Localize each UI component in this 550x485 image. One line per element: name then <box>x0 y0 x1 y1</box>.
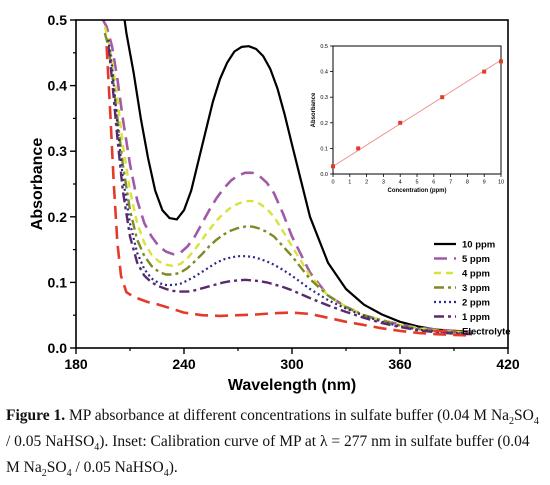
inset-x-tick-label: 2 <box>365 180 368 186</box>
caption-label: Figure 1. <box>6 407 66 424</box>
caption-text: MP absorbance at different concentration… <box>6 407 539 480</box>
inset-data-point-6 <box>499 59 503 64</box>
inset-calibration-plot: 0 1 2 3 4 5 6 7 8 9 10 0.0 0.1 0.2 0.3 0.4 0.5 Concentrat… <box>311 44 504 194</box>
legend-label-6: 1 ppm <box>462 312 490 323</box>
inset-y-axis-label: Absorbance <box>311 92 317 127</box>
y-tick-label: 0.1 <box>48 274 68 290</box>
x-tick-label: 360 <box>388 356 412 372</box>
inset-data-point-1 <box>331 164 335 169</box>
inset-y-tick-label: 0.3 <box>320 95 328 101</box>
inset-x-tick-label: 3 <box>382 180 385 186</box>
figure-caption: Figure 1. MP absorbance at different con… <box>6 406 546 484</box>
uv-vis-absorbance-figure: 180 240 300 360 4200.00.10.20.30.40.5Wavelen… <box>29 12 520 394</box>
y-tick-label: 0.5 <box>48 12 68 28</box>
inset-y-tick-label: 0.5 <box>320 44 328 50</box>
series-line-6 <box>107 46 473 336</box>
inset-x-tick-label: 9 <box>483 180 486 186</box>
legend-label-2: 5 ppm <box>462 254 490 265</box>
inset-fit-line <box>332 59 502 167</box>
legend-label-1: 10 ppm <box>462 240 495 251</box>
inset-x-tick-label: 5 <box>415 180 418 186</box>
inset-x-axis-label: Concentration (ppm) <box>388 188 447 194</box>
inset-data-point-3 <box>398 120 403 125</box>
series-line-5 <box>107 39 473 335</box>
x-tick-label: 240 <box>172 356 196 372</box>
y-tick-label: 0.3 <box>48 143 68 159</box>
main-plot: 180 240 300 360 4200.00.10.20.30.40.5Wavelen… <box>29 12 520 394</box>
inset-x-tick-label: 0 <box>331 180 334 186</box>
legend-label-5: 2 ppm <box>462 298 490 309</box>
inset-y-tick-label: 0.1 <box>320 146 328 152</box>
inset-x-tick-label: 8 <box>466 180 469 186</box>
inset-frame <box>332 45 502 175</box>
legend-label-7: Electrolyte <box>462 327 511 338</box>
x-tick-label: 180 <box>64 356 88 372</box>
series-line-1 <box>123 20 473 333</box>
y-tick-label: 0.0 <box>48 340 68 356</box>
y-axis-label: Absorbance <box>29 138 46 231</box>
series-line-3 <box>103 26 473 334</box>
inset-x-tick-label: 1 <box>348 180 351 186</box>
inset-data-point-4 <box>440 95 445 100</box>
legend-label-3: 4 ppm <box>462 269 490 280</box>
series-group <box>101 20 473 337</box>
y-tick-label: 0.2 <box>48 209 68 225</box>
inset-y-tick-label: 0.4 <box>320 70 328 76</box>
inset-x-tick-label: 7 <box>449 180 452 186</box>
inset-y-tick-label: 0.2 <box>320 121 328 127</box>
inset-data-point-5 <box>482 69 487 74</box>
x-axis-label: Wavelength (nm) <box>228 377 356 394</box>
series-line-2 <box>101 20 473 333</box>
inset-data-point-2 <box>356 146 361 151</box>
inset-x-tick-label: 4 <box>399 180 402 186</box>
x-tick-label: 420 <box>496 356 520 372</box>
inset-x-tick-label: 6 <box>432 180 435 186</box>
x-tick-label: 300 <box>280 356 304 372</box>
legend-label-4: 3 ppm <box>462 283 490 294</box>
inset-x-tick-label: 10 <box>498 180 504 186</box>
series-line-4 <box>103 32 473 335</box>
inset-y-tick-label: 0.0 <box>320 172 328 178</box>
y-tick-label: 0.4 <box>48 78 68 94</box>
